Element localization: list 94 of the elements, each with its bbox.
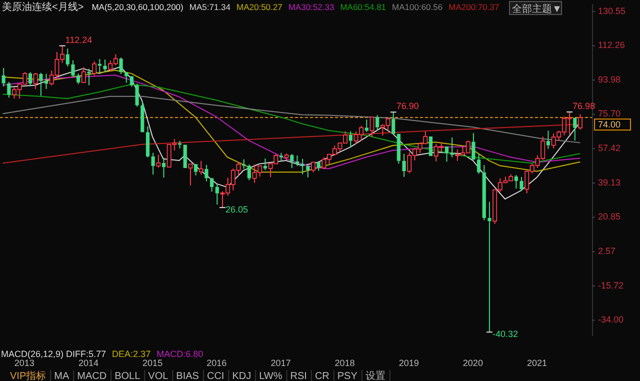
candlestick xyxy=(28,72,32,87)
candlestick xyxy=(151,152,155,176)
candlestick xyxy=(396,134,400,164)
candlestick xyxy=(210,178,214,192)
candlestick xyxy=(103,59,107,72)
text: MA60:54.81 xyxy=(340,2,386,12)
x-tick-label: 2018 xyxy=(334,358,355,368)
candlestick xyxy=(87,68,91,86)
x-tick-label: 2015 xyxy=(142,358,163,368)
candlestick xyxy=(140,100,144,132)
text: MA5:71.34 xyxy=(189,2,231,12)
text: 设置 xyxy=(365,370,386,381)
text: MACD(26,12,9) DIFF:5.77 xyxy=(1,349,106,359)
text: BIAS xyxy=(176,371,200,381)
annotation: 76.90 xyxy=(396,101,419,112)
y-tick-label: -15.72 xyxy=(598,280,624,290)
y-tick-label: -34.00 xyxy=(598,314,624,325)
x-tick-label: 2021 xyxy=(527,358,548,368)
candlestick xyxy=(81,66,86,83)
candlestick xyxy=(514,174,518,190)
candlestick xyxy=(194,164,198,176)
y-tick-label: 20.85 xyxy=(598,212,621,222)
candlestick xyxy=(402,153,406,178)
candlestick xyxy=(573,118,577,142)
text: DEA:2.37 xyxy=(112,349,151,359)
y-tick-label: 75.70 xyxy=(598,108,621,119)
candlestick xyxy=(124,72,128,84)
text: LW% xyxy=(259,371,282,381)
candlestick xyxy=(476,153,481,174)
annotation: 76.98 xyxy=(572,100,596,111)
candlestick xyxy=(71,60,75,78)
candlestick xyxy=(306,166,310,178)
text: BOLL xyxy=(114,371,141,381)
candlestick xyxy=(44,73,48,90)
candlestick xyxy=(546,130,550,150)
y-tick-label: 57.42 xyxy=(598,143,621,154)
text: VIP指标 xyxy=(10,370,46,381)
candlestick xyxy=(472,132,476,160)
y-tick-label: 2.57 xyxy=(598,246,616,256)
text: CCI xyxy=(206,371,224,381)
candlestick xyxy=(348,130,352,148)
candlestick xyxy=(300,158,304,175)
text: MACD xyxy=(77,371,107,381)
candlestick xyxy=(316,162,320,172)
text: MA200:70.37 xyxy=(448,2,500,12)
ref-line-label: 74.00 xyxy=(598,119,621,130)
candlestick xyxy=(279,152,284,162)
y-tick-label: 112.26 xyxy=(598,40,625,50)
candlestick xyxy=(66,48,70,67)
candlestick xyxy=(364,119,368,132)
candlestick xyxy=(183,144,187,168)
candlestick xyxy=(370,116,374,138)
candlestick xyxy=(392,112,396,134)
x-tick-label: 2017 xyxy=(270,358,291,368)
chart-title: 美原油连续<月线> xyxy=(2,1,84,13)
y-tick-label: 93.98 xyxy=(598,74,621,84)
text: PSY xyxy=(337,371,358,381)
text: VOL xyxy=(148,371,169,381)
candlestick xyxy=(162,157,166,178)
y-tick-label: 130.55 xyxy=(598,6,626,16)
candlestick xyxy=(242,158,246,170)
y-tick-label: 39.13 xyxy=(598,177,621,188)
annotation: -40.32 xyxy=(492,329,518,340)
candlestick xyxy=(215,184,219,206)
candlestick xyxy=(2,68,6,87)
candlestick xyxy=(450,136,454,158)
annotation: 全部主题▼ xyxy=(512,3,562,15)
candlestick xyxy=(444,146,449,162)
text: CR xyxy=(314,371,330,381)
annotation: 26.05 xyxy=(225,204,248,215)
annotation: MA(5,20,30,60,100,200) xyxy=(92,2,184,12)
text: MA100:60.56 xyxy=(392,2,443,12)
x-tick-label: 2020 xyxy=(462,358,483,368)
x-tick-label: 2013 xyxy=(14,358,34,368)
candlestick xyxy=(130,76,134,88)
candlestick xyxy=(7,81,11,98)
candlestick xyxy=(204,164,208,182)
candlestick xyxy=(178,140,182,150)
candlestick xyxy=(520,176,524,192)
text: MACD:6.80 xyxy=(156,349,204,359)
text: MA xyxy=(54,371,70,381)
candlestick xyxy=(198,160,204,176)
candlestick xyxy=(488,201,492,333)
candlestick xyxy=(295,154,300,166)
x-tick-label: 2019 xyxy=(398,358,419,368)
candlestick xyxy=(428,136,433,156)
text: RSI xyxy=(290,371,307,381)
x-tick-label: 2014 xyxy=(78,358,99,368)
text: MA20:50.27 xyxy=(236,2,283,12)
x-tick-label: 2016 xyxy=(206,358,227,368)
text: KDJ xyxy=(232,371,252,381)
annotation: 112.24 xyxy=(65,34,92,45)
text: MA30:52.33 xyxy=(288,2,334,12)
candlestick xyxy=(188,164,193,186)
